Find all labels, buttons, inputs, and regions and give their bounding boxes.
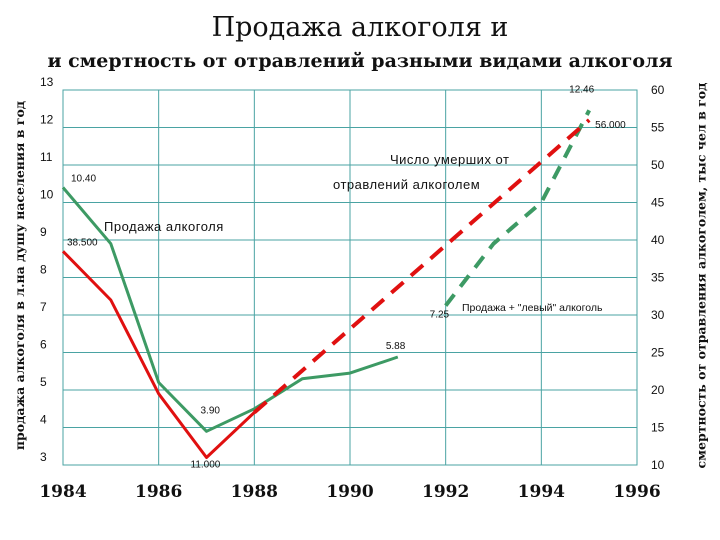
x-tick-label: 1988: [231, 482, 278, 502]
chart-annotation: Продажа + "левый" алкоголь: [462, 302, 603, 314]
x-tick-label: 1992: [422, 482, 469, 502]
data-label: 56.000: [595, 120, 626, 131]
chart-annotation: отравлений алкоголем: [333, 177, 480, 192]
y-right-tick-label: 50: [651, 158, 665, 172]
y-right-tick-label: 40: [651, 233, 665, 247]
y-right-tick-label: 20: [651, 383, 665, 397]
series-line-1: [444, 109, 591, 307]
data-label: 12.46: [569, 84, 594, 95]
y-left-tick-label: 11: [40, 150, 53, 164]
y-right-tick-label: 10: [651, 458, 665, 472]
y-right-tick-label: 55: [651, 121, 665, 135]
chart-subtitle: и смертность от отравлений разными видам…: [47, 50, 673, 72]
y-right-tick-label: 60: [651, 83, 665, 97]
y-left-tick-label: 8: [40, 263, 47, 277]
y-left-tick-label: 5: [40, 375, 47, 389]
series-line-0: [61, 186, 399, 433]
y-right-tick-label: 15: [651, 421, 665, 435]
series-line-2: [61, 250, 256, 459]
y-left-tick-label: 12: [40, 113, 54, 127]
chart-annotation: Продажа алкоголя: [104, 219, 224, 234]
chart-title: Продажа алкоголя и: [211, 12, 509, 43]
x-tick-label: 1996: [613, 482, 660, 502]
x-tick-label: 1990: [326, 482, 373, 502]
y-left-tick-label: 4: [40, 413, 47, 427]
chart-annotation: Число умерших от: [390, 152, 509, 167]
data-label: 5.88: [386, 341, 406, 352]
y-left-tick-label: 13: [40, 75, 54, 89]
data-label: 3.90: [201, 405, 221, 416]
y-left-tick-label: 10: [40, 188, 54, 202]
x-tick-label: 1986: [135, 482, 182, 502]
y-right-tick-label: 25: [651, 346, 665, 360]
series-line-3: [252, 118, 591, 415]
y-right-tick-label: 35: [651, 271, 665, 285]
y-left-tick-label: 7: [40, 300, 47, 314]
y-left-tick-label: 9: [40, 225, 47, 239]
data-label: 11.000: [191, 460, 221, 471]
y-right-tick-label: 45: [651, 196, 665, 210]
y-left-tick-label: 3: [40, 450, 47, 464]
y-right-tick-label: 30: [651, 308, 665, 322]
x-tick-label: 1994: [518, 482, 565, 502]
data-label: 38.500: [67, 237, 98, 248]
data-label: 10.40: [71, 174, 96, 185]
y-left-tick-label: 6: [40, 338, 47, 352]
x-tick-label: 1984: [39, 482, 86, 502]
data-label: 7.25: [430, 310, 450, 321]
